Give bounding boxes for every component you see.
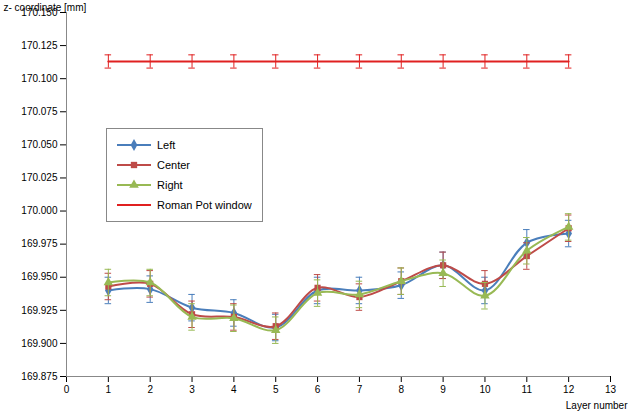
svg-text:5: 5 [273,384,279,395]
svg-text:1: 1 [106,384,112,395]
svg-text:10: 10 [479,384,491,395]
svg-text:170.000: 170.000 [21,205,58,216]
svg-text:13: 13 [605,384,617,395]
svg-text:169.875: 169.875 [21,371,58,382]
svg-text:2: 2 [147,384,153,395]
svg-text:169.975: 169.975 [21,238,58,249]
svg-text:Layer number: Layer number [566,400,628,411]
svg-text:6: 6 [315,384,321,395]
html-text:Left: Left [157,139,176,151]
svg-text:12: 12 [563,384,575,395]
svg-text:8: 8 [398,384,404,395]
html-text:Roman Pot window: Roman Pot window [157,199,252,211]
html-text:Right: Right [157,179,183,191]
svg-text:170.125: 170.125 [21,40,58,51]
svg-text:170.050: 170.050 [21,139,58,150]
svg-text:3: 3 [189,384,195,395]
html-text:Center: Center [157,159,190,171]
svg-text:11: 11 [522,384,533,395]
svg-text:170.075: 170.075 [21,106,58,117]
svg-text:0: 0 [64,384,70,395]
svg-text:4: 4 [231,384,237,395]
svg-text:170.025: 170.025 [21,172,58,183]
svg-text:169.925: 169.925 [21,305,58,316]
svg-text:z- coordinate [mm]: z- coordinate [mm] [4,2,87,13]
svg-text:7: 7 [357,384,363,395]
svg-text:170.100: 170.100 [21,73,58,84]
svg-text:9: 9 [440,384,446,395]
svg-text:169.900: 169.900 [21,338,58,349]
svg-text:169.950: 169.950 [21,271,58,282]
